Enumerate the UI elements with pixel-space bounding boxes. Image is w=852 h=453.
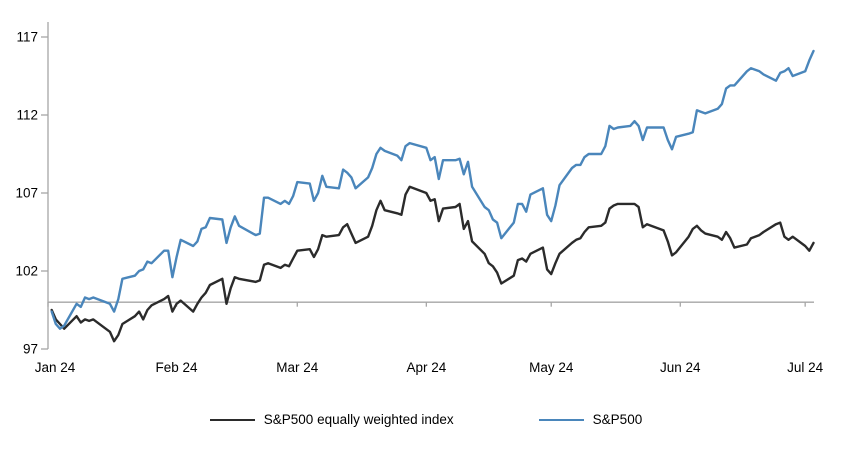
sp500-line	[50, 49, 815, 330]
y-tick-label: 107	[15, 186, 38, 201]
legend-label: S&P500	[592, 412, 643, 427]
legend: S&P500 equally weighted index S&P500	[0, 412, 852, 427]
x-tick-label: May 24	[529, 360, 574, 375]
y-tick-label: 102	[15, 264, 38, 279]
y-tick-label: 112	[16, 108, 38, 123]
y-tick-label: 97	[23, 342, 38, 357]
legend-item-equal-weight: S&P500 equally weighted index	[209, 412, 454, 427]
x-tick-label: Jun 24	[660, 360, 701, 375]
x-tick-label: Jul 24	[787, 360, 824, 375]
sp500-equal-weight-line	[50, 185, 815, 343]
x-tick-label: Feb 24	[156, 360, 199, 375]
legend-label: S&P500 equally weighted index	[263, 412, 454, 427]
y-tick-label: 117	[16, 30, 38, 45]
x-tick-label: Jan 24	[35, 360, 76, 375]
x-tick-label: Mar 24	[276, 360, 319, 375]
legend-line-swatch	[209, 418, 255, 421]
x-tick-label: Apr 24	[406, 360, 446, 375]
legend-item-sp500: S&P500	[538, 412, 643, 427]
legend-line-swatch	[538, 418, 584, 421]
